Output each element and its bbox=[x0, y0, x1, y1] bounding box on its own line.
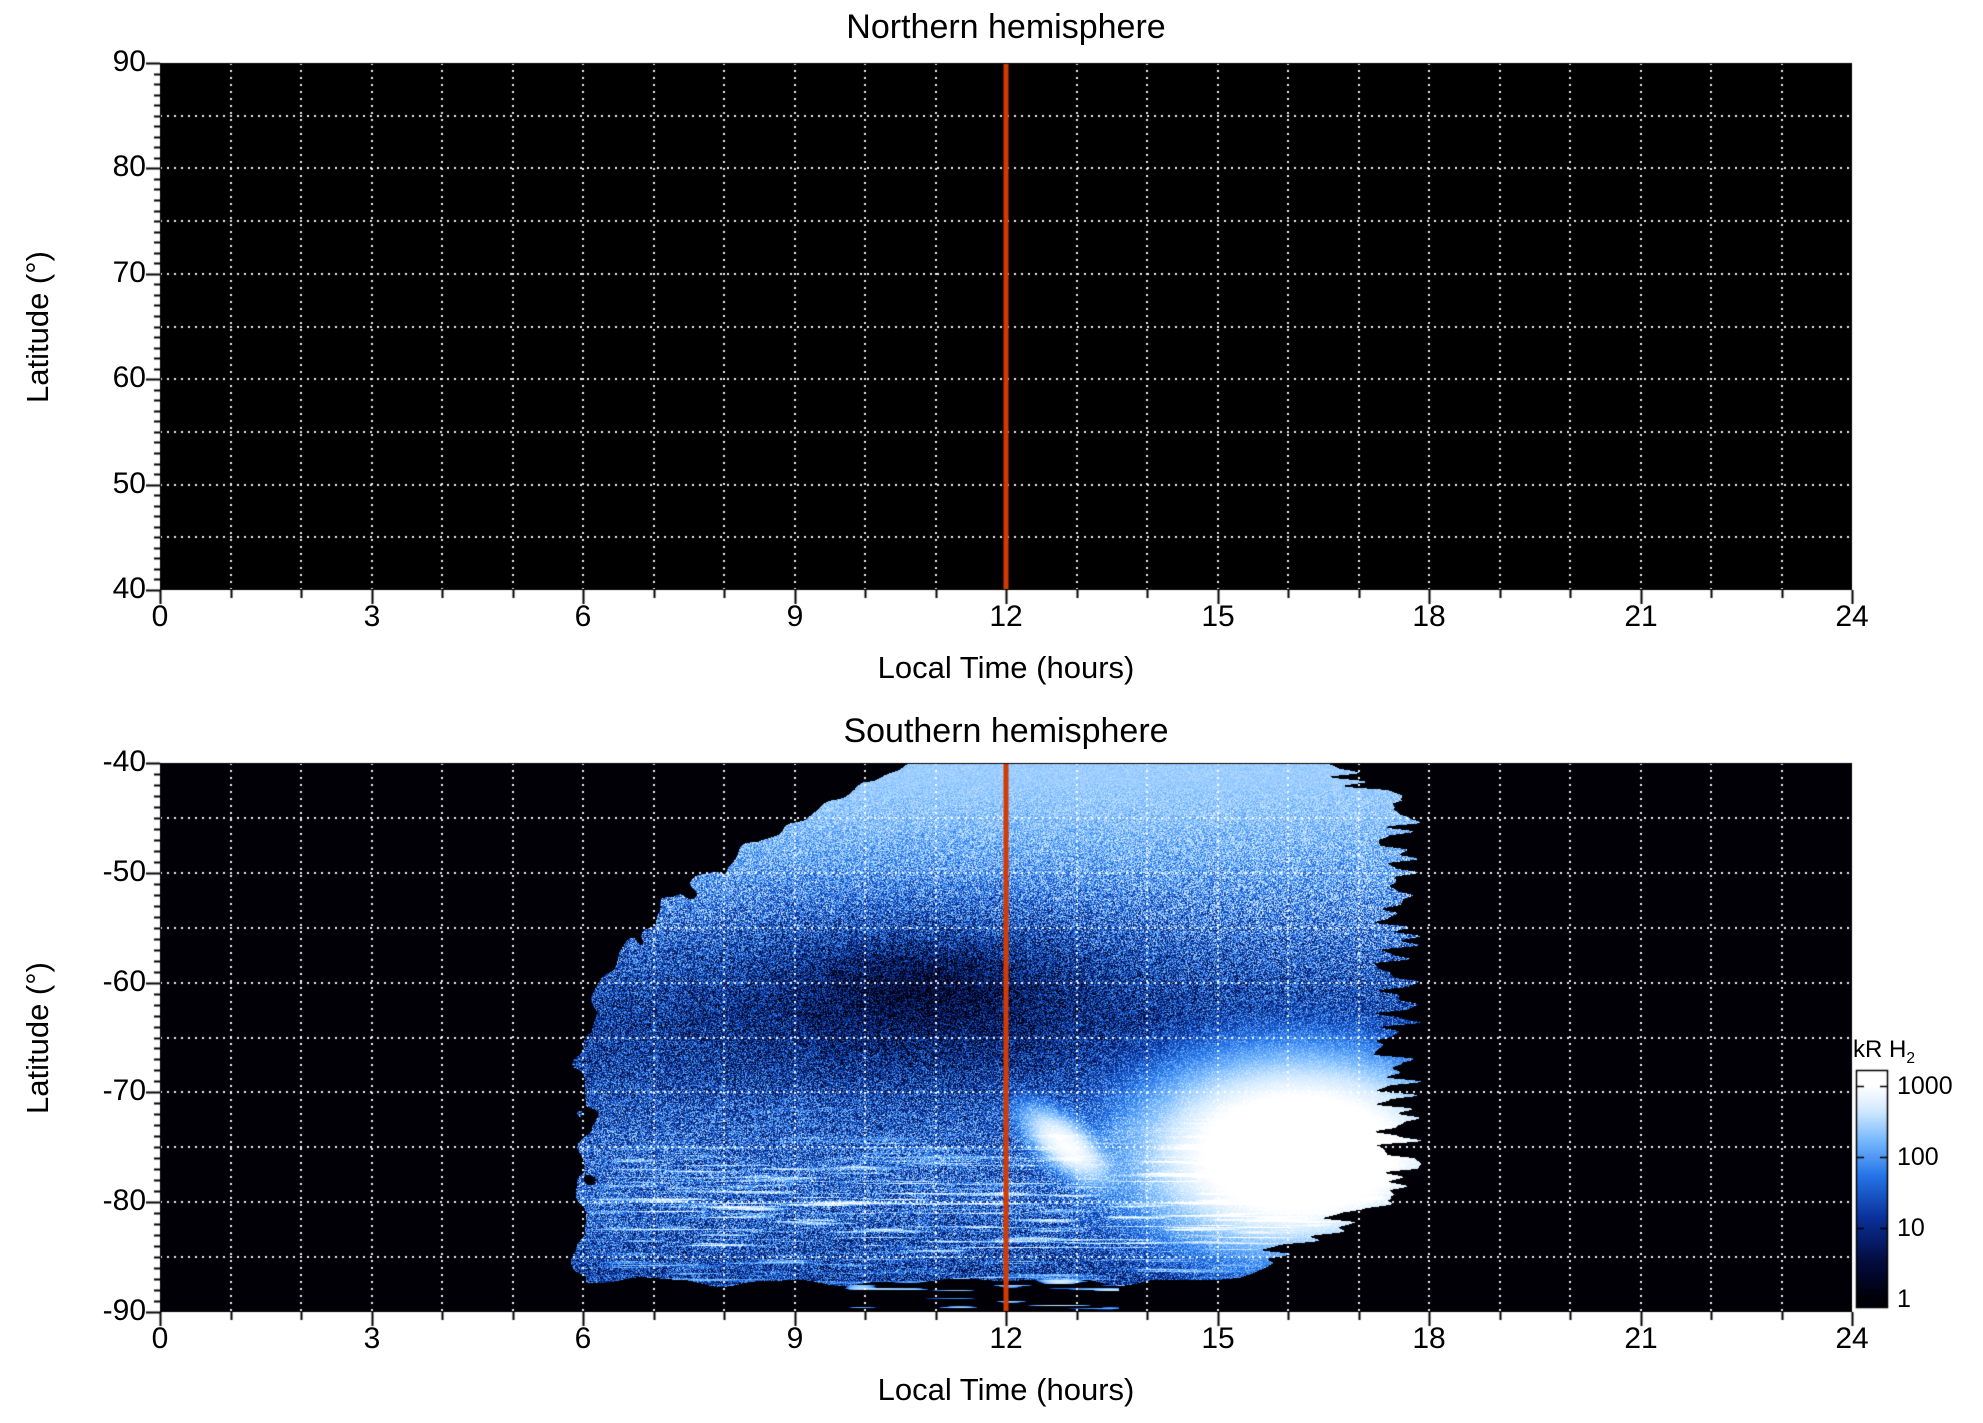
south-y-tick-label: -80 bbox=[102, 1184, 146, 1217]
south-y-tick-label: -60 bbox=[102, 965, 146, 998]
south-x-tick-label: 24 bbox=[1835, 1322, 1869, 1355]
south-x-tick-label: 21 bbox=[1624, 1322, 1658, 1355]
colorbar-tick-label: 1 bbox=[1897, 1285, 1911, 1313]
south-y-tick-label: -70 bbox=[102, 1074, 146, 1107]
south-y-tick-label: -90 bbox=[102, 1294, 146, 1327]
north-y-tick-label: 60 bbox=[112, 361, 146, 394]
north-y-tick-label: 90 bbox=[112, 45, 146, 78]
south-x-tick-label: 12 bbox=[989, 1322, 1023, 1355]
south-x-tick-label: 0 bbox=[151, 1322, 169, 1355]
north-x-tick-label: 12 bbox=[989, 600, 1023, 633]
colorbar-label: kR H2 bbox=[1853, 1036, 1915, 1068]
south-y-tick-label: -50 bbox=[102, 855, 146, 888]
north-x-tick-label: 6 bbox=[574, 600, 592, 633]
colorbar-tick-label: 100 bbox=[1897, 1143, 1939, 1171]
north-y-tick-label: 80 bbox=[112, 150, 146, 183]
south-x-tick-label: 3 bbox=[363, 1322, 381, 1355]
south-xaxis-label: Local Time (hours) bbox=[877, 1372, 1135, 1407]
north-panel-title: Northern hemisphere bbox=[846, 8, 1166, 46]
colorbar-label-subscript: 2 bbox=[1906, 1049, 1916, 1067]
colorbar-label-text: kR H bbox=[1853, 1036, 1907, 1063]
north-x-tick-label: 24 bbox=[1835, 600, 1869, 633]
north-x-tick-label: 9 bbox=[786, 600, 804, 633]
south-x-tick-label: 15 bbox=[1201, 1322, 1235, 1355]
north-xaxis-label: Local Time (hours) bbox=[877, 650, 1135, 685]
north-x-tick-label: 21 bbox=[1624, 600, 1658, 633]
north-x-tick-label: 18 bbox=[1412, 600, 1446, 633]
south-x-tick-label: 18 bbox=[1412, 1322, 1446, 1355]
colorbar-tick-label: 1000 bbox=[1897, 1072, 1953, 1100]
south-x-tick-label: 9 bbox=[786, 1322, 804, 1355]
north-x-tick-label: 0 bbox=[151, 600, 169, 633]
north-y-tick-label: 70 bbox=[112, 256, 146, 289]
south-panel-title: Southern hemisphere bbox=[843, 712, 1169, 750]
north-y-tick-label: 50 bbox=[112, 467, 146, 500]
south-x-tick-label: 6 bbox=[574, 1322, 592, 1355]
north-x-tick-label: 15 bbox=[1201, 600, 1235, 633]
colorbar-tick-label: 10 bbox=[1897, 1214, 1925, 1242]
south-y-tick-label: -40 bbox=[102, 745, 146, 778]
north-y-tick-label: 40 bbox=[112, 572, 146, 605]
north-x-tick-label: 3 bbox=[363, 600, 381, 633]
